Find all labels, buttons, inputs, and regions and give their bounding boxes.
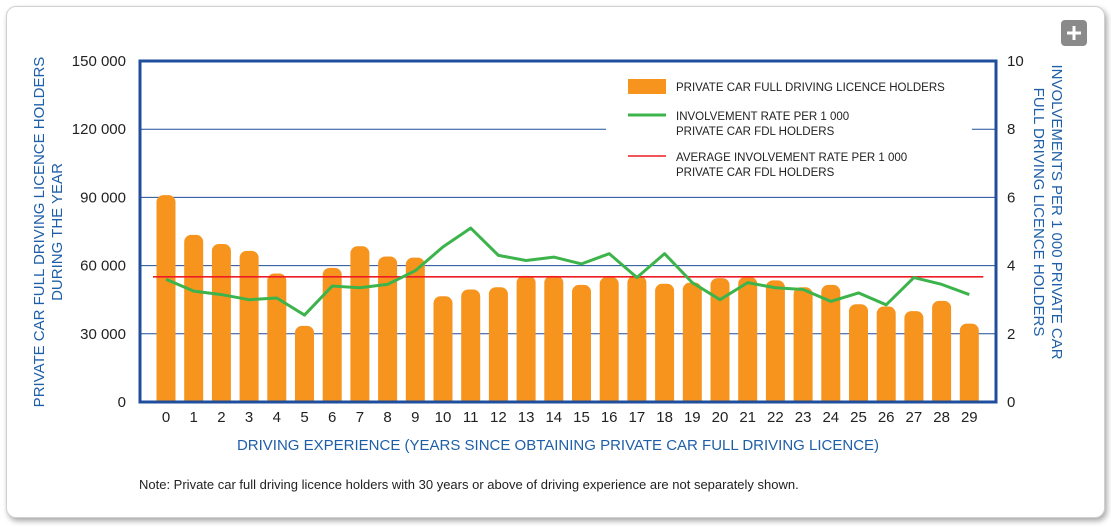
bar [821, 284, 841, 408]
x-tick-label: 28 [933, 409, 950, 426]
y-left-tick-label: 90 000 [80, 189, 126, 206]
y-left-tick-label: 60 000 [80, 258, 126, 275]
y-left-tick-label: 120 000 [72, 121, 126, 138]
bar [461, 289, 481, 408]
x-tick-label: 29 [961, 409, 978, 426]
x-tick-label: 10 [435, 409, 452, 426]
bar [184, 234, 204, 408]
x-tick-label: 19 [684, 409, 701, 426]
frame-mask [138, 403, 998, 412]
x-tick-label: 21 [739, 409, 756, 426]
bar [516, 275, 536, 408]
bar [932, 300, 952, 408]
x-tick-label: 23 [795, 409, 812, 426]
bar [904, 311, 924, 408]
y-right-axis-label-line: FULL DRIVING LICENCE HOLDERS [1030, 88, 1047, 337]
y-left-tick-label: 150 000 [72, 53, 126, 70]
x-tick-label: 7 [356, 409, 364, 426]
bar [572, 284, 591, 408]
bar [433, 296, 453, 408]
x-tick-label: 11 [463, 409, 479, 426]
bar [322, 267, 342, 408]
bar [156, 195, 176, 408]
x-tick-label: 5 [300, 409, 308, 426]
y-right-tick-label: 8 [1007, 121, 1015, 138]
bar [599, 276, 619, 408]
y-left-tick-label: 30 000 [80, 326, 126, 343]
y-right-tick-label: 2 [1007, 326, 1015, 343]
x-tick-label: 16 [601, 409, 618, 426]
bar [211, 244, 231, 408]
x-tick-label: 18 [656, 409, 673, 426]
bar [876, 306, 896, 408]
x-tick-label: 9 [411, 409, 419, 426]
y-left-axis-label-line: DURING THE YEAR [49, 163, 66, 301]
legend-item-involvement-rate-label: PRIVATE CAR FDL HOLDERS [676, 126, 835, 138]
bar [627, 275, 647, 408]
involvement-line [165, 226, 970, 317]
bar [405, 257, 425, 408]
x-tick-label: 25 [850, 409, 867, 426]
x-axis-label: DRIVING EXPERIENCE (YEARS SINCE OBTAININ… [237, 437, 879, 454]
bar [793, 287, 813, 408]
bar [378, 256, 398, 408]
y-left-tick-label: 0 [118, 394, 126, 411]
bar [765, 280, 785, 408]
bar [849, 304, 868, 408]
x-tick-label: 4 [273, 409, 281, 426]
x-tick-label: 15 [573, 409, 590, 426]
bar [350, 246, 370, 408]
x-tick-label: 24 [822, 409, 839, 426]
bar [295, 325, 314, 408]
bar [488, 287, 508, 408]
plus-icon [1067, 26, 1081, 40]
x-tick-label: 2 [217, 409, 225, 426]
x-tick-label: 6 [328, 409, 336, 426]
y-right-axis-label-line: INVOLVEMENTS PER 1 000 PRIVATE CAR [1048, 64, 1065, 359]
legend-item-licence-holders-swatch [628, 79, 666, 94]
bar [239, 250, 259, 408]
y-right-tick-label: 10 [1007, 53, 1024, 70]
x-tick-label: 8 [383, 409, 391, 426]
x-tick-label: 12 [490, 409, 507, 426]
legend-item-involvement-rate-label: INVOLVEMENT RATE PER 1 000 [676, 111, 849, 123]
bar [710, 278, 730, 408]
chart-note: Note: Private car full driving licence h… [139, 477, 799, 492]
y-right-tick-label: 0 [1007, 394, 1015, 411]
x-tick-label: 1 [190, 409, 198, 426]
y-right-tick-label: 6 [1007, 189, 1015, 206]
bar [959, 323, 979, 408]
legend-item-average-rate-label: PRIVATE CAR FDL HOLDERS [676, 167, 835, 179]
x-tick-label: 13 [518, 409, 535, 426]
legend-item-licence-holders-label: PRIVATE CAR FULL DRIVING LICENCE HOLDERS [676, 82, 945, 94]
x-tick-label: 14 [545, 409, 562, 426]
x-tick-label: 27 [906, 409, 923, 426]
x-tick-label: 22 [767, 409, 784, 426]
y-left-axis-label: PRIVATE CAR FULL DRIVING LICENCE HOLDERS… [31, 57, 66, 408]
expand-button[interactable] [1061, 20, 1087, 46]
x-tick-label: 0 [162, 409, 170, 426]
x-tick-label: 26 [878, 409, 895, 426]
bar [738, 276, 758, 408]
bar [655, 283, 675, 408]
bar [267, 273, 287, 408]
plot-frame [138, 59, 998, 404]
x-tick-label: 17 [629, 409, 646, 426]
legend-item-average-rate-label: AVERAGE INVOLVEMENT RATE PER 1 000 [676, 152, 907, 164]
bar [544, 275, 564, 408]
x-tick-label: 3 [245, 409, 253, 426]
legend-background [606, 70, 972, 190]
bar [682, 282, 702, 408]
y-left-axis-label-line: PRIVATE CAR FULL DRIVING LICENCE HOLDERS [31, 57, 48, 408]
x-tick-label: 20 [712, 409, 729, 426]
y-right-tick-label: 4 [1007, 258, 1015, 275]
